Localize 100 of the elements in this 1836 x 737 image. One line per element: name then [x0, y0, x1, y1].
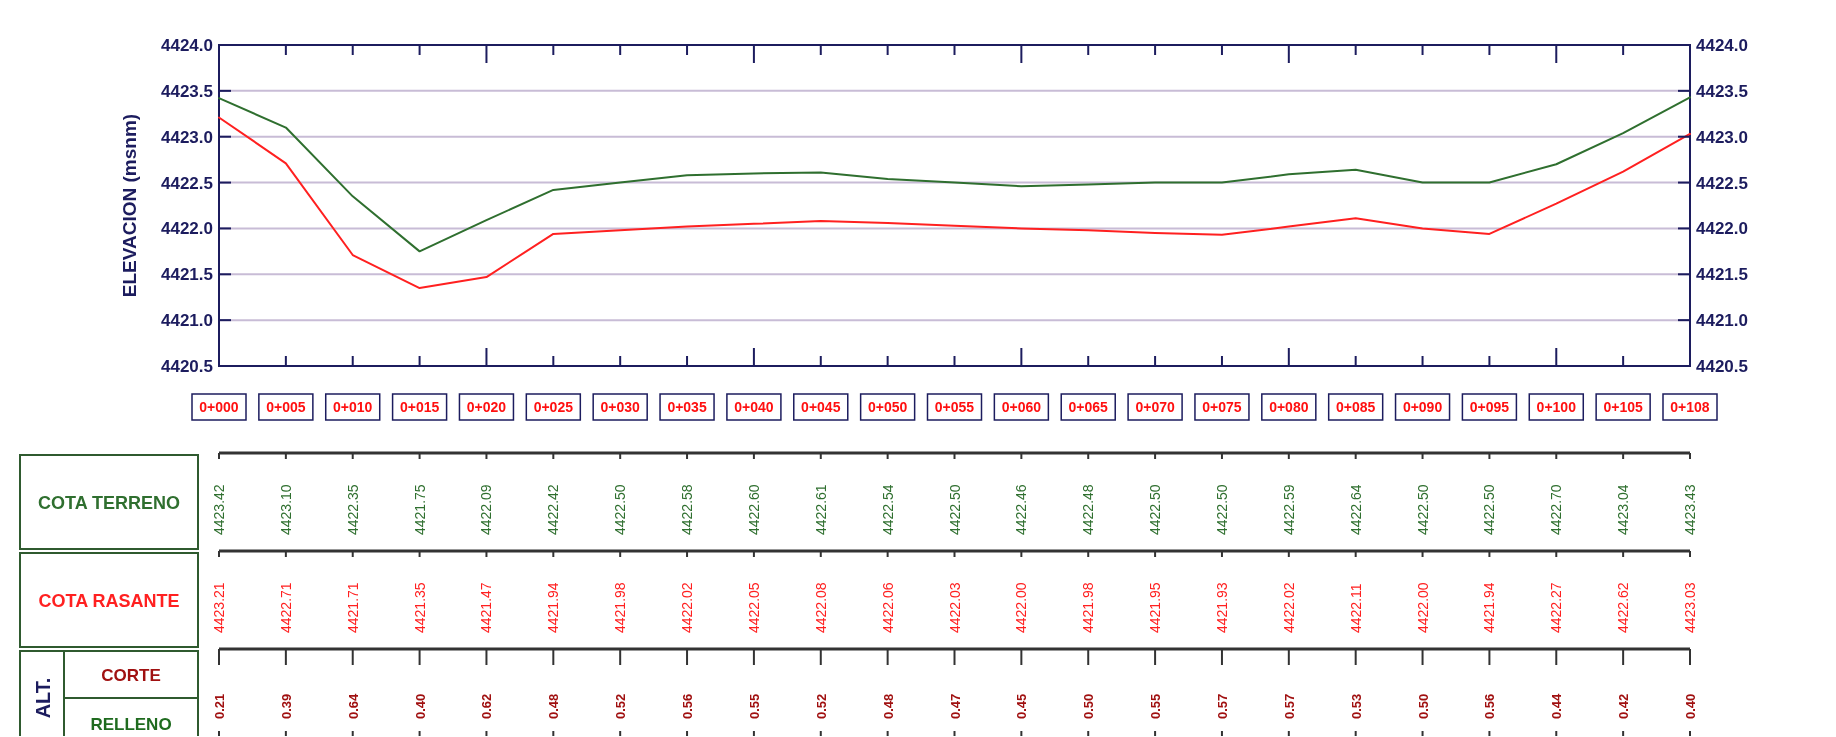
- data-label: 4422.59: [1280, 484, 1297, 535]
- y-tick-label: 4423.0: [161, 127, 213, 147]
- data-label: 4422.27: [1548, 582, 1565, 633]
- text: 0.52: [613, 693, 629, 719]
- y-axis-title: ELEVACION (msnm): [119, 113, 140, 298]
- data-label: 4422.35: [344, 484, 361, 535]
- data-label: 4422.06: [879, 582, 896, 633]
- text: 0.45: [1014, 693, 1030, 719]
- text: 0.56: [1482, 693, 1498, 719]
- y2-tick-label: 4423.0: [1696, 127, 1748, 147]
- text: 0.55: [746, 693, 762, 719]
- text: 0.39: [278, 693, 294, 719]
- text: 0.21: [212, 693, 227, 719]
- data-label: 4422.03: [946, 582, 963, 633]
- text: 0.56: [680, 693, 696, 719]
- y2-tick-label: 4420.5: [1696, 357, 1748, 376]
- y-tick-label: 4422.5: [161, 173, 213, 193]
- text: 0.48: [546, 693, 562, 719]
- x-tick-label: 0+075: [1202, 399, 1242, 415]
- data-label: 4422.50: [1213, 484, 1230, 535]
- text: 0.50: [1415, 693, 1431, 719]
- text: 0.40: [1683, 693, 1698, 719]
- data-label: 4423.42: [211, 484, 227, 535]
- y-tick-label: 4424.0: [161, 36, 213, 55]
- data-label: 4421.93: [1213, 582, 1230, 633]
- data-label: 4422.46: [1013, 484, 1030, 535]
- text: 0.57: [1281, 693, 1297, 719]
- data-label: 4422.50: [1147, 484, 1164, 535]
- data-label: 4422.42: [545, 484, 562, 535]
- text: 0.55: [1148, 693, 1164, 719]
- text: 0.44: [1549, 692, 1565, 719]
- y2-tick-label: 4421.0: [1696, 311, 1748, 331]
- data-label: 4423.43: [1682, 484, 1698, 535]
- text: CORTE: [101, 665, 161, 685]
- y-tick-label: 4421.5: [161, 265, 213, 285]
- data-label: 4421.75: [411, 484, 428, 535]
- x-tick-label: 0+090: [1402, 399, 1443, 415]
- data-label: 4422.05: [745, 582, 762, 633]
- data-label: 4421.94: [545, 582, 562, 633]
- data-label: 4422.09: [478, 484, 495, 535]
- data-label: 4422.58: [679, 484, 696, 535]
- x-tick-label: 0+108: [1670, 399, 1710, 415]
- y2-tick-label: 4422.0: [1696, 219, 1748, 239]
- y-tick-label: 4422.0: [161, 219, 213, 239]
- y2-tick-label: 4424.0: [1696, 36, 1748, 55]
- text: 0.42: [1616, 693, 1632, 719]
- data-label: 4423.21: [211, 582, 227, 633]
- data-label: 4422.54: [879, 484, 896, 535]
- data-label: 4422.02: [1280, 582, 1297, 633]
- data-label: 4422.50: [612, 484, 629, 535]
- x-tick-label: 0+095: [1469, 399, 1510, 415]
- text: COTA TERRENO: [38, 493, 180, 513]
- x-tick-label: 0+025: [533, 399, 574, 415]
- line-series: [218, 116, 1691, 290]
- text: 0.57: [1214, 693, 1230, 719]
- text: COTA RASANTE: [38, 591, 180, 611]
- x-tick-label: 0+015: [399, 399, 440, 415]
- data-label: 4421.95: [1147, 582, 1164, 633]
- text: 0.40: [412, 693, 428, 719]
- data-label: 4422.48: [1080, 484, 1097, 535]
- data-label: 4421.94: [1481, 582, 1498, 633]
- data-label: 4422.11: [1347, 583, 1364, 633]
- text: ALT.: [32, 677, 54, 719]
- text: 0.64: [345, 692, 361, 719]
- data-label: 4422.61: [812, 484, 829, 535]
- x-tick-label: 0+005: [266, 399, 306, 415]
- x-tick-label: 0+040: [734, 399, 774, 415]
- data-label: 4421.35: [411, 582, 428, 633]
- data-label: 4421.98: [612, 582, 629, 633]
- data-label: 4423.03: [1682, 582, 1698, 633]
- x-tick-label: 0+045: [801, 399, 841, 415]
- data-label: 4422.70: [1548, 484, 1565, 535]
- text: 0.52: [813, 693, 829, 719]
- x-tick-label: 0+070: [1135, 399, 1175, 415]
- text: 0.53: [1348, 693, 1364, 719]
- y2-tick-label: 4422.5: [1696, 173, 1748, 193]
- text: 0.50: [1081, 693, 1097, 719]
- x-tick-label: 0+030: [600, 399, 641, 415]
- x-tick-label: 0+035: [667, 399, 707, 415]
- data-label: 4422.08: [812, 582, 829, 633]
- data-label: 4422.64: [1347, 484, 1364, 535]
- data-label: 4422.50: [946, 484, 963, 535]
- data-label: 4421.47: [478, 582, 495, 633]
- y2-tick-label: 4421.5: [1696, 265, 1748, 285]
- x-tick-label: 0+000: [199, 399, 239, 415]
- data-label: 4422.00: [1013, 582, 1030, 633]
- line-series: [218, 96, 1691, 253]
- y-tick-label: 4420.5: [161, 357, 213, 376]
- data-label: 4422.50: [1414, 484, 1431, 535]
- x-tick-label: 0+100: [1536, 399, 1577, 415]
- x-tick-label: 0+050: [867, 399, 908, 415]
- data-label: 4422.62: [1615, 582, 1632, 633]
- x-tick-label: 0+060: [1001, 399, 1042, 415]
- x-tick-label: 0+020: [466, 399, 507, 415]
- x-tick-label: 0+055: [934, 399, 975, 415]
- data-label: 4422.60: [745, 484, 762, 535]
- x-tick-label: 0+080: [1269, 399, 1309, 415]
- x-tick-label: 0+085: [1336, 399, 1376, 415]
- text: RELLENO: [90, 714, 172, 734]
- text: 0.47: [947, 693, 963, 719]
